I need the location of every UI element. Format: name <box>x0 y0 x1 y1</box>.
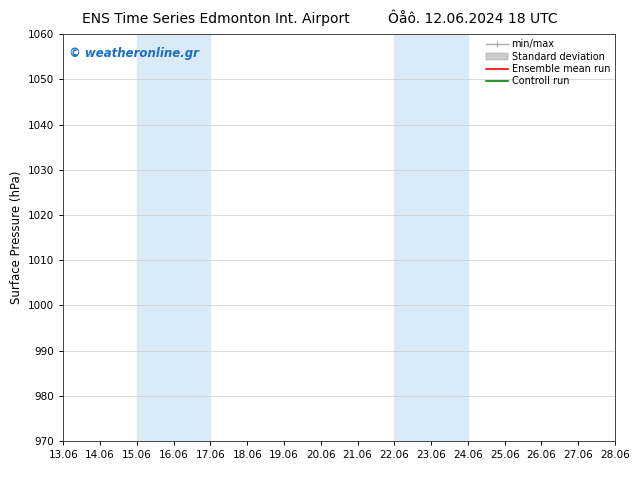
Text: © weatheronline.gr: © weatheronline.gr <box>69 47 199 59</box>
Legend: min/max, Standard deviation, Ensemble mean run, Controll run: min/max, Standard deviation, Ensemble me… <box>484 37 612 88</box>
Bar <box>394 34 468 441</box>
Y-axis label: Surface Pressure (hPa): Surface Pressure (hPa) <box>10 171 23 304</box>
Text: ENS Time Series Edmonton Int. Airport: ENS Time Series Edmonton Int. Airport <box>82 12 350 26</box>
Bar <box>137 34 210 441</box>
Text: Ôåô. 12.06.2024 18 UTC: Ôåô. 12.06.2024 18 UTC <box>388 12 558 26</box>
